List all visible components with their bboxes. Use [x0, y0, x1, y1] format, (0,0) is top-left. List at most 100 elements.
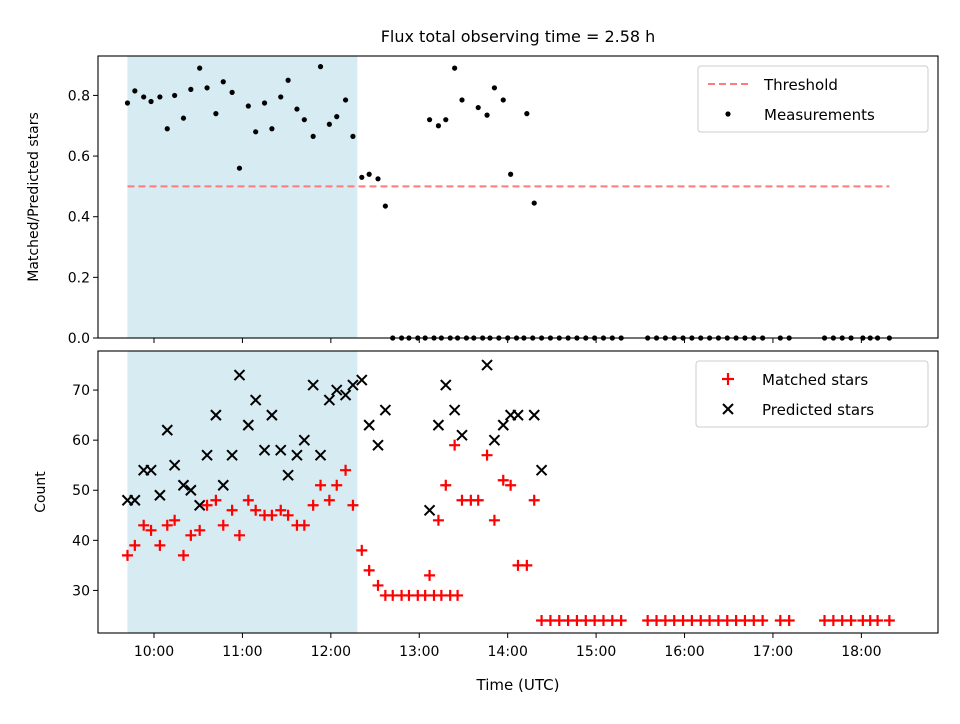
measurement-point: [334, 114, 340, 120]
predicted-star-point: [258, 444, 271, 456]
predicted-star-point: [226, 449, 238, 461]
matched-star-point: [315, 479, 327, 491]
y-tick-label: 0.2: [68, 270, 90, 286]
y-tick-label: 50: [72, 483, 90, 499]
predicted-star-point: [432, 419, 445, 431]
legend-threshold-label: Threshold: [763, 76, 838, 94]
matched-star-point: [154, 539, 166, 551]
legend-matched-label: Matched stars: [762, 371, 868, 389]
bottom-legend: Matched stars Predicted stars: [695, 360, 929, 428]
y-tick-label: 40: [72, 533, 90, 549]
predicted-star-point: [177, 479, 190, 491]
predicted-star-point: [161, 424, 173, 436]
predicted-star-point: [356, 374, 368, 386]
predicted-star-point: [217, 479, 229, 491]
predicted-star-point: [314, 449, 327, 461]
predicted-star-point: [210, 409, 222, 421]
matched-star-point: [872, 614, 884, 626]
y-tick-label: 0.8: [68, 88, 90, 104]
matched-star-point: [138, 519, 150, 531]
top-legend: Threshold Measurements: [697, 65, 929, 133]
matched-star-point: [615, 614, 627, 626]
matched-star-point: [440, 479, 452, 491]
predicted-star-point: [339, 389, 352, 401]
measurement-point: [294, 106, 300, 112]
measurement-point: [531, 200, 537, 206]
measurement-point: [366, 171, 372, 177]
y-tick-label: 30: [72, 583, 90, 599]
matched-star-point: [169, 514, 181, 526]
measurement-point: [197, 65, 203, 71]
predicted-star-point: [298, 434, 311, 446]
predicted-star-point: [379, 404, 392, 416]
x-tick-label: 14:00: [488, 644, 528, 660]
predicted-star-point: [528, 409, 540, 421]
measurement-point: [484, 112, 490, 118]
measurement-point: [261, 100, 268, 106]
predicted-star-point: [291, 449, 303, 461]
predicted-star-point: [535, 464, 548, 476]
measurement-point: [326, 121, 332, 127]
measurement-point: [491, 85, 498, 91]
legend-measurements-swatch: [725, 111, 731, 117]
measurement-point: [188, 86, 194, 92]
predicted-star-point: [497, 419, 509, 431]
matched-star-point: [505, 479, 517, 491]
measurement-point: [375, 176, 381, 182]
matched-star-point: [185, 529, 197, 541]
predicted-star-point: [201, 449, 213, 461]
matched-star-point: [347, 499, 359, 511]
measurement-point: [148, 98, 154, 105]
measurement-point: [382, 203, 388, 209]
measurement-point: [269, 126, 275, 132]
measurement-point: [500, 97, 506, 103]
matched-star-point: [481, 449, 493, 461]
matched-star-point: [177, 549, 189, 561]
predicted-star-point: [266, 409, 278, 421]
matched-star-point: [340, 464, 352, 476]
matched-star-point: [521, 559, 533, 571]
predicted-star-point: [448, 404, 461, 416]
x-tick-label: 18:00: [841, 644, 881, 660]
predicted-star-point: [233, 369, 246, 381]
matched-star-point: [432, 514, 444, 526]
measurement-point: [435, 123, 442, 129]
predicted-star-point: [363, 419, 375, 431]
predicted-star-point: [481, 359, 493, 371]
measurement-point: [285, 77, 291, 83]
measurement-point: [278, 94, 284, 100]
measurement-point: [157, 94, 163, 100]
measurement-point: [141, 94, 147, 100]
matched-star-point: [528, 494, 540, 506]
predicted-star-point: [372, 439, 384, 451]
top-axis-ticks: 0.0 0.2 0.4 0.6 0.8: [68, 88, 862, 347]
predicted-star-point: [154, 489, 166, 501]
top-panel: 0.00.20.40.60.8 Matched/Predicted stars …: [26, 55, 939, 347]
predicted-star-point: [423, 504, 436, 516]
measurement-point: [459, 97, 465, 103]
predicted-star-point: [193, 499, 206, 511]
matched-star-point: [217, 519, 229, 531]
matched-star-point: [323, 494, 335, 506]
measurement-point: [164, 126, 170, 132]
matched-star-point: [363, 564, 375, 576]
predicted-star-point: [275, 444, 287, 456]
measurement-point: [524, 111, 530, 117]
predicted-star-point: [282, 469, 294, 481]
matched-star-point: [488, 514, 500, 526]
top-shaded-span: [127, 56, 358, 338]
measurement-point: [452, 65, 458, 71]
legend-predicted-swatch: [722, 403, 734, 415]
top-plot-frame: [97, 55, 939, 339]
bottom-y-axis-label: Count: [33, 471, 49, 513]
matched-star-point: [452, 589, 464, 601]
measurement-point: [342, 97, 349, 103]
predicted-star-point: [512, 409, 524, 421]
predicted-star-point: [249, 394, 262, 406]
measurement-point: [253, 129, 259, 135]
measurement-point: [204, 85, 210, 91]
predicted-star-point: [307, 379, 319, 391]
y-tick-label: 0.4: [68, 210, 90, 226]
measurement-point: [245, 103, 251, 109]
